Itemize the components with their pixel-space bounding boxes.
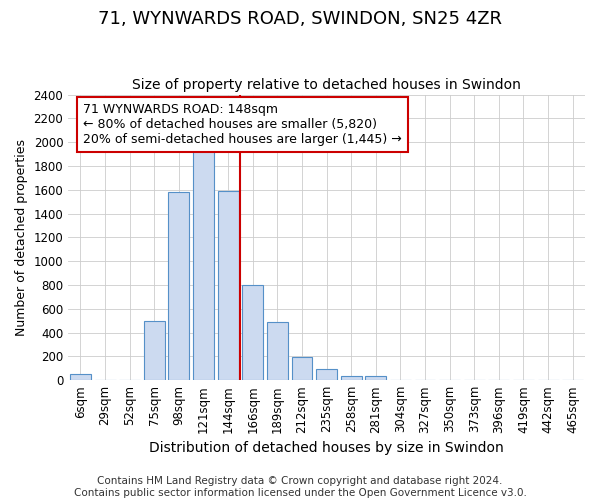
Bar [242,285,263,380]
Bar [267,322,288,380]
Text: 71, WYNWARDS ROAD, SWINDON, SN25 4ZR: 71, WYNWARDS ROAD, SWINDON, SN25 4ZR [98,10,502,28]
Text: 71 WYNWARDS ROAD: 148sqm
← 80% of detached houses are smaller (5,820)
20% of sem: 71 WYNWARDS ROAD: 148sqm ← 80% of detach… [83,103,402,146]
X-axis label: Distribution of detached houses by size in Swindon: Distribution of detached houses by size … [149,441,504,455]
Bar [193,148,214,380]
Bar [144,320,165,380]
Bar [316,370,337,380]
Title: Size of property relative to detached houses in Swindon: Size of property relative to detached ho… [132,78,521,92]
Bar [70,374,91,380]
Bar [365,376,386,380]
Text: Contains HM Land Registry data © Crown copyright and database right 2024.
Contai: Contains HM Land Registry data © Crown c… [74,476,526,498]
Bar [169,192,190,380]
Bar [218,191,239,380]
Bar [292,357,313,380]
Bar [341,376,362,380]
Y-axis label: Number of detached properties: Number of detached properties [15,139,28,336]
